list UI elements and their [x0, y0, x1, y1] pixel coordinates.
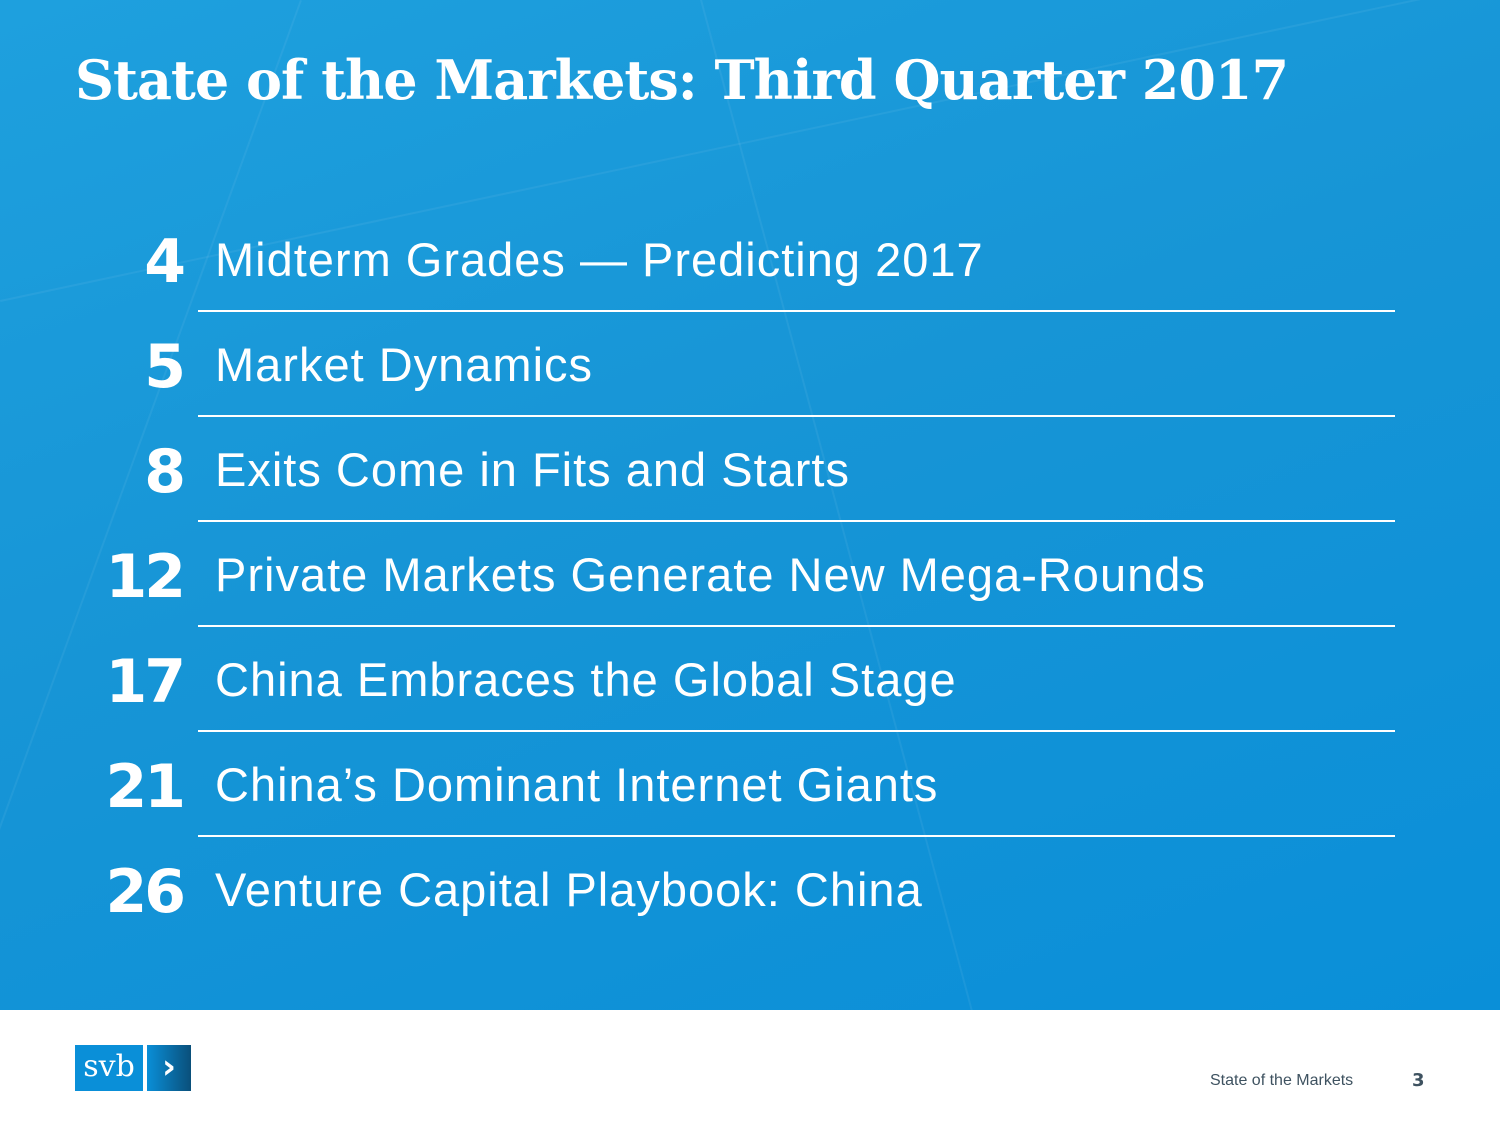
- toc-page-number: 8: [144, 437, 186, 507]
- toc-page-number: 4: [144, 227, 186, 297]
- toc-entry-label[interactable]: China Embraces the Global Stage: [215, 653, 957, 706]
- toc-entry-label[interactable]: China’s Dominant Internet Giants: [215, 758, 939, 811]
- toc-page-number: 17: [105, 647, 187, 717]
- footer-title: State of the Markets: [1210, 1072, 1354, 1089]
- toc-entry-label[interactable]: Private Markets Generate New Mega-Rounds: [215, 548, 1206, 601]
- slide-background: State of the Markets: Third Quarter 2017…: [0, 0, 1500, 1010]
- toc-divider: [198, 520, 1395, 522]
- page-number: 3: [1412, 1070, 1425, 1091]
- toc-divider: [198, 625, 1395, 627]
- toc-page-number: 26: [105, 857, 187, 927]
- toc-divider: [198, 835, 1395, 837]
- chevron-right-icon: ›: [147, 1045, 191, 1091]
- svb-logo: svb ›: [75, 1045, 191, 1091]
- toc-entry-label[interactable]: Venture Capital Playbook: China: [215, 863, 923, 916]
- toc-entry-label[interactable]: Exits Come in Fits and Starts: [215, 443, 850, 496]
- toc-entry-label[interactable]: Midterm Grades — Predicting 2017: [215, 233, 984, 286]
- page-title: State of the Markets: Third Quarter 2017: [75, 48, 1289, 112]
- toc-divider: [198, 310, 1395, 312]
- toc-page-number: 12: [105, 542, 187, 612]
- toc-entry-label[interactable]: Market Dynamics: [215, 338, 594, 391]
- toc-divider: [198, 415, 1395, 417]
- logo-text: svb: [75, 1045, 143, 1091]
- toc-divider: [198, 730, 1395, 732]
- toc-page-number: 5: [144, 332, 186, 402]
- toc-page-number: 21: [105, 752, 187, 822]
